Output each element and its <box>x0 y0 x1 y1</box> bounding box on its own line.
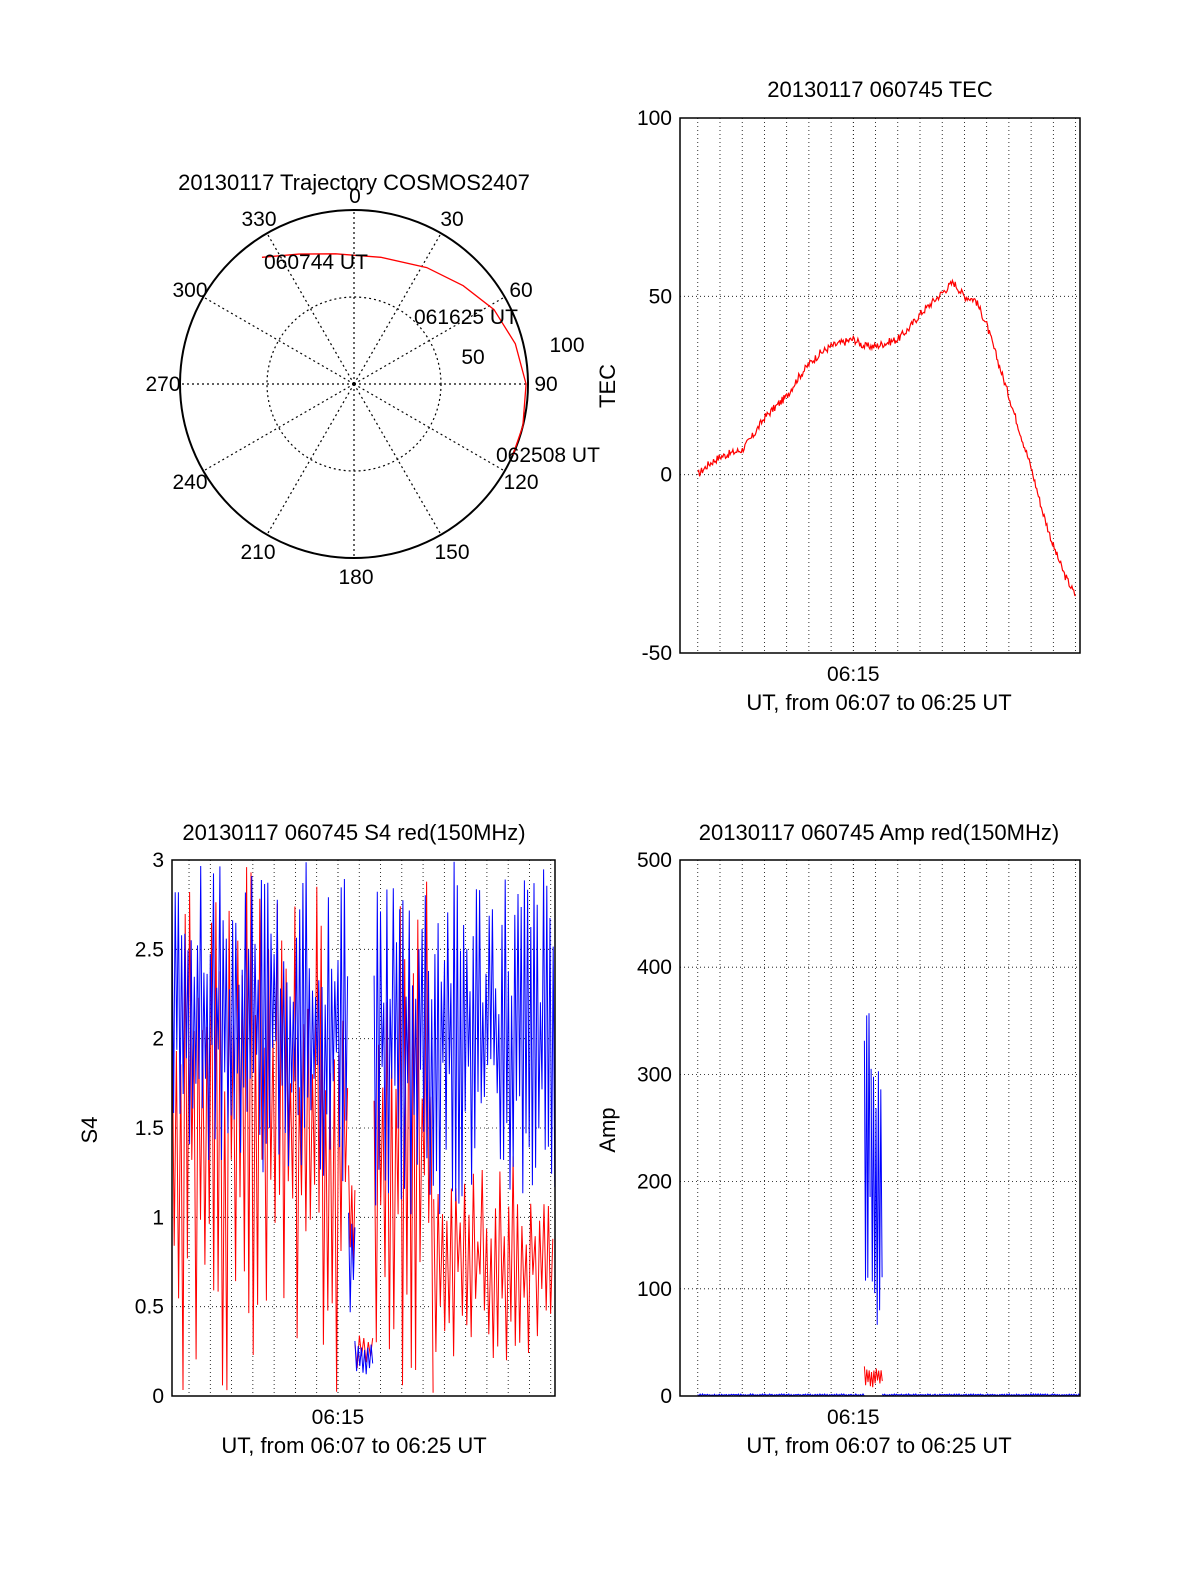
polar-angle-label: 270 <box>145 373 180 396</box>
amp-ytick-label: 200 <box>637 1171 672 1194</box>
s4-series-blue <box>348 1212 356 1313</box>
s4-ytick-label: 2 <box>152 1028 164 1051</box>
s4-ytick-label: 0.5 <box>135 1296 164 1319</box>
s4-frame <box>171 859 556 1397</box>
tec-ytick-label: 0 <box>660 464 672 487</box>
tec-series-line <box>697 278 1076 597</box>
polar-radius-label: 50 <box>461 346 484 369</box>
amp-series-blue <box>881 1392 1081 1397</box>
amp-ytick-label: 300 <box>637 1063 672 1086</box>
tec-ylabel: TEC <box>595 364 620 408</box>
tec-frame <box>679 117 1081 654</box>
polar-spoke <box>266 233 355 385</box>
polar-angle-label: 300 <box>172 279 207 302</box>
tec-grid <box>680 118 1080 653</box>
tec-ytick-label: -50 <box>642 642 672 665</box>
s4-series-blue <box>354 1340 374 1375</box>
polar-angle-label: 150 <box>434 541 469 564</box>
polar-outer-circle <box>179 209 529 559</box>
trajectory-time-label: 060744 UT <box>264 251 368 274</box>
s4-series-red <box>348 1165 356 1262</box>
tec-panel: 20130117 060745 TEC TEC UT, from 06:07 t… <box>595 77 1081 715</box>
amp-ylabel: Amp <box>595 1107 620 1152</box>
trajectory-time-label: 061625 UT <box>414 306 518 329</box>
s4-ytick-label: 1.5 <box>135 1117 164 1140</box>
polar-spoke <box>353 383 442 535</box>
polar-labels: 0 30 60 90 120 150 180 210 240 270 300 330 50 100 0607… <box>145 185 600 589</box>
amp-ytick-label: 100 <box>637 1278 672 1301</box>
polar-angle-label: 180 <box>338 566 373 589</box>
polar-angle-label: 0 <box>349 185 361 208</box>
s4-ytick-label: 1 <box>152 1206 164 1229</box>
s4-xlabel: UT, from 06:07 to 06:25 UT <box>221 1433 486 1458</box>
polar-angle-label: 90 <box>534 373 557 396</box>
s4-panel: 20130117 060745 S4 red(150MHz) S4 UT, fr… <box>77 820 556 1458</box>
polar-angle-label: 120 <box>503 471 538 494</box>
s4-xtick-label: 06:15 <box>312 1406 365 1429</box>
amp-panel: 20130117 060745 Amp red(150MHz) Amp UT, … <box>595 820 1081 1458</box>
tec-xlabel: UT, from 06:07 to 06:25 UT <box>746 690 1011 715</box>
polar-spoke <box>353 233 442 385</box>
trajectory-line <box>261 253 527 455</box>
trajectory-panel: 20130117 Trajectory COSMOS2407 0 30 60 90 12… <box>145 170 600 589</box>
tec-xtick-label: 06:15 <box>827 663 880 686</box>
amp-ytick-label: 400 <box>637 956 672 979</box>
polar-angle-label: 30 <box>440 208 463 231</box>
polar-spoke <box>203 383 355 472</box>
amp-axes: 0 100 200 300 400 500 06:15 <box>637 849 1081 1429</box>
s4-ytick-label: 3 <box>152 849 164 872</box>
polar-grid <box>179 209 529 559</box>
amp-series-blue <box>870 1068 883 1325</box>
trajectory-title: 20130117 Trajectory COSMOS2407 <box>178 170 530 195</box>
s4-series-red <box>373 881 434 1393</box>
amp-grid <box>680 860 1080 1396</box>
polar-radius-label: 100 <box>549 334 584 357</box>
tec-title: 20130117 060745 TEC <box>767 77 993 102</box>
s4-title: 20130117 060745 S4 red(150MHz) <box>182 820 525 845</box>
amp-plot <box>697 1013 1081 1397</box>
amp-frame <box>679 859 1081 1397</box>
polar-spoke <box>353 296 505 385</box>
s4-ylabel: S4 <box>77 1117 102 1144</box>
s4-series-red <box>172 867 349 1392</box>
s4-series-blue <box>373 861 555 1215</box>
amp-xlabel: UT, from 06:07 to 06:25 UT <box>746 1433 1011 1458</box>
polar-angle-label: 60 <box>509 279 532 302</box>
amp-series-blue <box>697 1392 865 1397</box>
tec-ytick-label: 50 <box>649 285 672 308</box>
polar-spoke <box>266 383 355 535</box>
polar-spoke <box>203 296 355 385</box>
trajectory-time-label: 062508 UT <box>496 444 600 467</box>
polar-spoke <box>353 383 505 472</box>
s4-series-red <box>433 1156 554 1361</box>
s4-plot <box>172 861 555 1393</box>
s4-axes: 0 0.5 1 1.5 2 2.5 3 06:15 <box>135 849 556 1429</box>
s4-ytick-label: 0 <box>152 1385 164 1408</box>
polar-angle-label: 240 <box>172 471 207 494</box>
amp-ytick-label: 0 <box>660 1385 672 1408</box>
amp-xtick-label: 06:15 <box>827 1406 880 1429</box>
tec-ytick-label: 100 <box>637 107 672 130</box>
tec-axes: -50 0 50 100 06:15 <box>637 107 1081 686</box>
polar-angle-label: 330 <box>241 208 276 231</box>
polar-angle-label: 210 <box>240 541 275 564</box>
s4-ytick-label: 2.5 <box>135 938 164 961</box>
s4-series-blue <box>172 862 349 1182</box>
amp-title: 20130117 060745 Amp red(150MHz) <box>699 820 1059 845</box>
polar-track <box>261 253 527 455</box>
amp-series-blue <box>863 1013 871 1281</box>
amp-series-red <box>863 1366 883 1388</box>
amp-ytick-label: 500 <box>637 849 672 872</box>
tec-plot <box>697 278 1076 597</box>
